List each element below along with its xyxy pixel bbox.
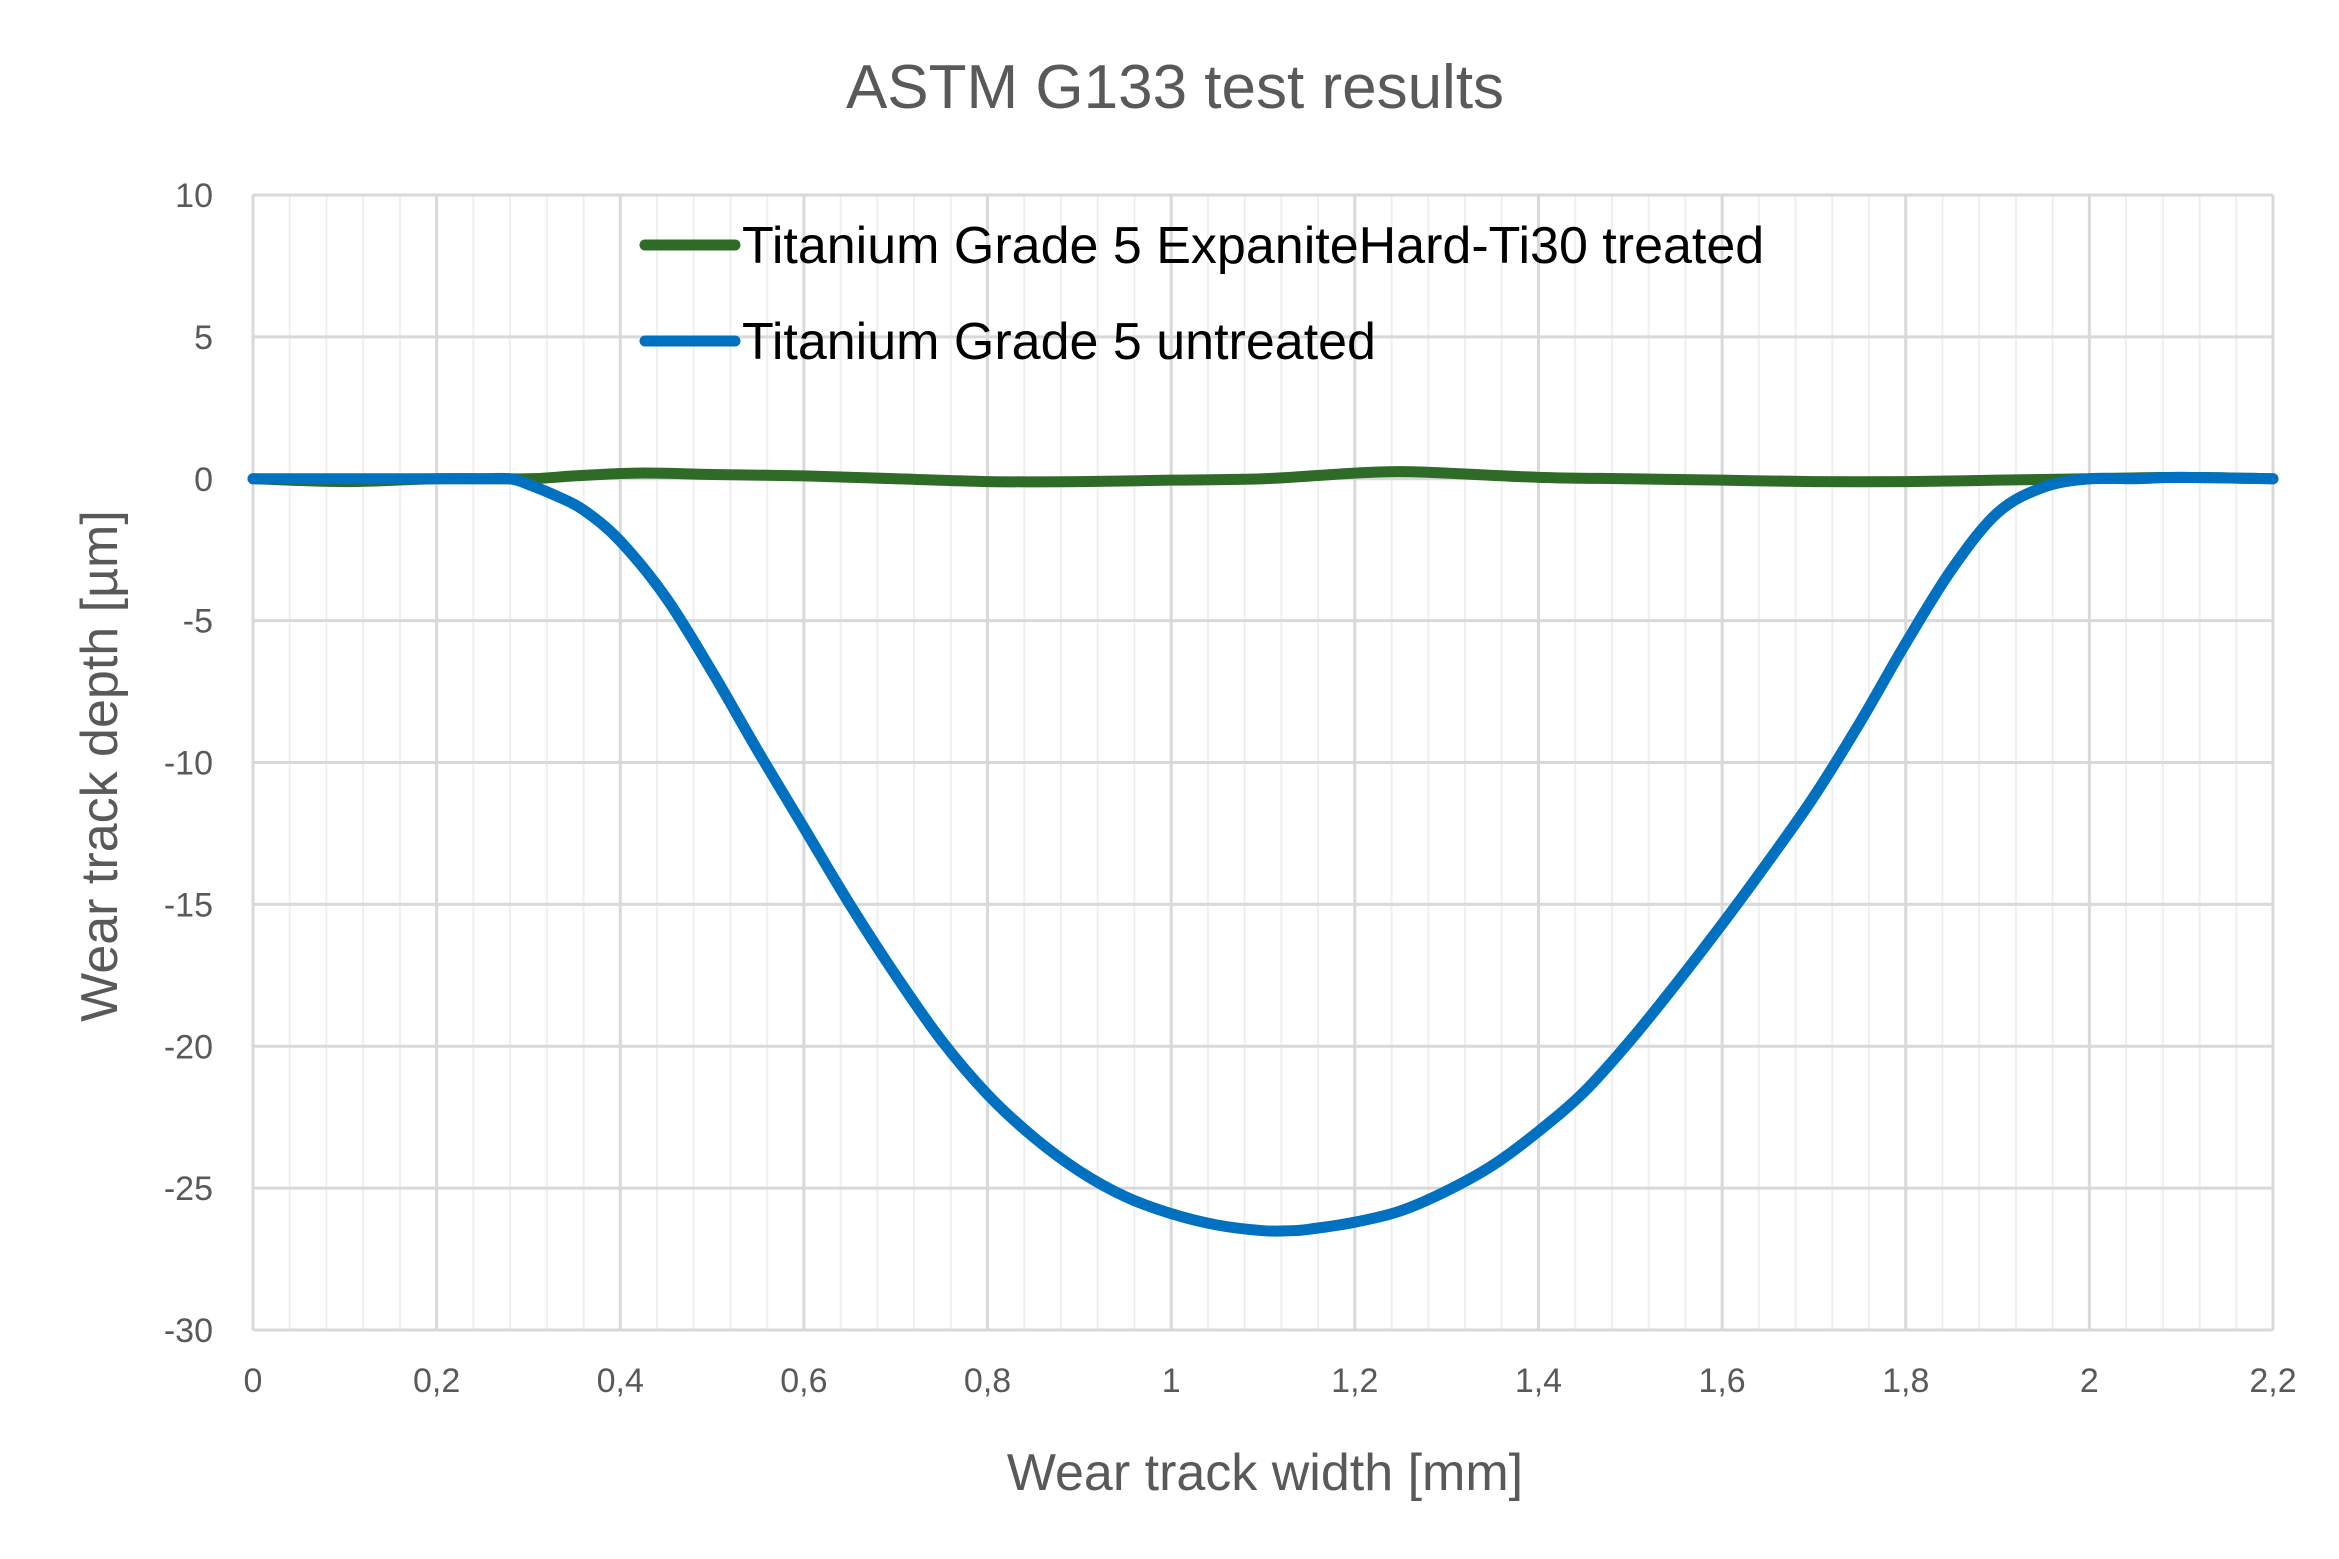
x-tick-label: 2: [2080, 1362, 2099, 1400]
x-tick-label: 0,6: [780, 1362, 827, 1400]
x-tick-label: 1,6: [1698, 1362, 1745, 1400]
x-tick-label: 2,2: [2249, 1362, 2296, 1400]
y-tick-label: 10: [175, 177, 213, 215]
x-axis-title: Wear track width [mm]: [1007, 1444, 1523, 1502]
series-lines: [247, 466, 2279, 1237]
y-tick-label: 5: [194, 319, 213, 357]
y-tick-label: -30: [164, 1312, 213, 1350]
chart-title: ASTM G133 test results: [846, 53, 1504, 122]
y-axis-title: Wear track depth [µm]: [71, 510, 129, 1022]
x-axis-tick-labels: 0 0,2 0,4 0,6 0,8 1 1,2 1,4 1,6 1,8 2 2,2: [244, 1362, 2297, 1400]
legend: Titanium Grade 5 ExpaniteHard-Ti30 treat…: [639, 217, 1764, 371]
y-tick-label: -5: [183, 603, 213, 641]
y-tick-label: -20: [164, 1028, 213, 1066]
y-tick-label: -15: [164, 886, 213, 924]
legend-label-0: Titanium Grade 5 ExpaniteHard-Ti30 treat…: [742, 217, 1764, 275]
legend-label-1: Titanium Grade 5 untreated: [742, 313, 1376, 371]
y-axis-tick-labels: 10 5 0 -5 -10 -15 -20 -25 -30: [164, 177, 213, 1350]
x-tick-label: 0: [244, 1362, 263, 1400]
series-line-1: [247, 471, 2279, 1237]
x-tick-label: 1,4: [1515, 1362, 1562, 1400]
x-tick-label: 0,2: [413, 1362, 460, 1400]
x-tick-label: 0,4: [597, 1362, 644, 1400]
x-tick-label: 1,8: [1882, 1362, 1929, 1400]
series-line-0: [247, 466, 2279, 488]
x-tick-label: 1: [1162, 1362, 1181, 1400]
y-tick-label: -25: [164, 1170, 213, 1208]
y-tick-label: 0: [194, 461, 213, 499]
x-tick-label: 1,2: [1331, 1362, 1378, 1400]
y-tick-label: -10: [164, 745, 213, 783]
x-tick-label: 0,8: [964, 1362, 1011, 1400]
